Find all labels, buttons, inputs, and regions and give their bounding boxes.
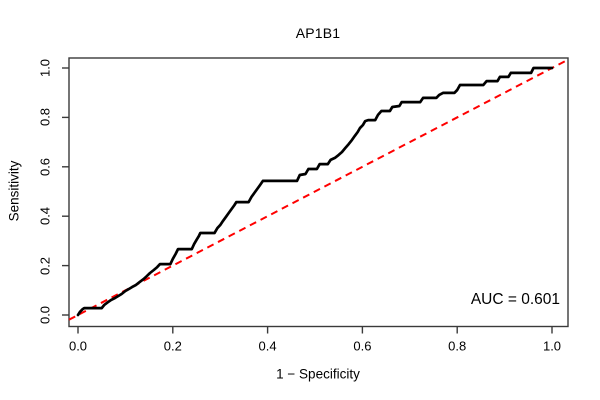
roc-curve xyxy=(76,66,554,317)
plot-border xyxy=(68,57,569,328)
x-tick-label: 0.8 xyxy=(448,338,467,354)
x-tick-label: 1.0 xyxy=(542,338,562,354)
auc-annotation: AUC = 0.601 xyxy=(470,291,560,308)
y-tick-label: 1.0 xyxy=(37,58,53,78)
chance-diagonal-line xyxy=(68,58,569,321)
y-tick-label: 0.4 xyxy=(37,207,53,226)
y-tick-label: 0.6 xyxy=(37,157,53,176)
x-tick-label: 0.2 xyxy=(163,338,182,354)
chart-title: AP1B1 xyxy=(295,25,341,41)
x-axis-title: 1 − Specificity xyxy=(276,366,360,382)
y-tick-label: 0.2 xyxy=(37,256,53,275)
x-tick-label: 0.0 xyxy=(68,338,88,354)
y-tick-label: 0.0 xyxy=(37,305,53,325)
y-tick-label: 0.8 xyxy=(37,108,53,127)
y-axis-title: Sensitivity xyxy=(6,160,22,222)
x-tick-label: 0.4 xyxy=(258,338,277,354)
x-tick-label: 0.6 xyxy=(353,338,372,354)
